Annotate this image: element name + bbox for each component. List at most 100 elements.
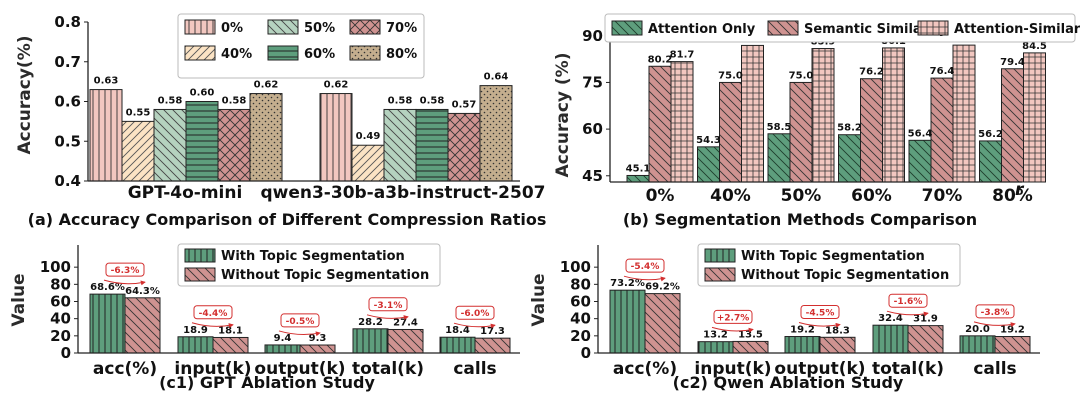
panel-c1-bars: acc(%) input(k) output(k) total(k) calls [89, 293, 511, 379]
panel-a-bars [89, 85, 513, 182]
a-bar-0-4 [217, 108, 251, 182]
b-bar-2-1 [789, 81, 813, 183]
b-xtick-1: 40% [710, 186, 751, 206]
panel-c1: acc(%) input(k) output(k) total(k) calls 68.… [9, 243, 520, 392]
c2-val-0-1: 69.2% [645, 282, 680, 293]
b-bar-5-2 [1023, 52, 1046, 183]
a-val-0-0: 0.63 [94, 76, 119, 87]
panel-c2-title: (c2) Qwen Ablation Study [673, 373, 904, 392]
c1-delta-2: -0.5% [286, 317, 315, 327]
c2-ytick-1: 20 [570, 327, 591, 345]
b-bar-2-0 [767, 133, 791, 183]
a-legend-label-2: 50% [304, 21, 335, 36]
panel-c1-value-labels: 68.6% 64.3% -6.3% 18.9 18.1 -4.4% 9.4 9.3 -0.5% 2… [90, 262, 505, 344]
c2-delta-box-3 [888, 293, 928, 308]
c2-legend-swatch-1 [704, 267, 736, 282]
c2-ytick-5: 100 [560, 258, 591, 276]
panel-b-bars: 0% 40% 50% 60% 70% 80% [626, 44, 1046, 206]
c1-val-3-1: 27.4 [393, 317, 418, 328]
b-ytick-3: 90 [582, 27, 603, 45]
c1-val-1-0: 18.9 [183, 325, 208, 336]
c1-xtick-0: acc(%) [93, 359, 157, 379]
c1-delta-arrow-2 [278, 330, 321, 337]
c1-bar-2-1 [299, 344, 336, 354]
a-bar-1-3 [415, 108, 449, 182]
b-bar-0-0 [626, 174, 650, 183]
c1-val-4-0: 18.4 [445, 325, 470, 336]
c1-xtick-2: output(k) [254, 359, 345, 379]
c1-delta-box-3 [368, 297, 408, 312]
panel-a-ylabel: Accuracy(%) [15, 36, 35, 155]
a-val-1-2: 0.58 [388, 95, 413, 106]
a-ytick-1: 0.5 [54, 132, 81, 150]
c2-delta-box-2 [800, 305, 840, 320]
b-val-3-0: 58.2 [837, 123, 862, 134]
c2-bar-1-1 [732, 340, 769, 354]
b-bar-2-2 [811, 48, 835, 183]
a-ytick-4: 0.8 [54, 13, 81, 31]
c2-delta-3: -1.6% [894, 297, 923, 307]
c1-bar-1-0 [177, 336, 214, 354]
b-legend-swatch-1 [767, 20, 799, 36]
c2-val-2-0: 19.2 [790, 325, 815, 336]
c1-delta-arrow-1 [191, 322, 234, 329]
b-xtick-4: 70% [922, 186, 963, 206]
c1-legend-swatch-0 [184, 248, 216, 263]
c2-val-4-1: 19.2 [1000, 325, 1025, 336]
c1-val-2-0: 9.4 [274, 333, 292, 344]
c2-delta-box-1 [713, 309, 753, 324]
c1-delta-box-2 [280, 313, 320, 328]
c1-delta-0: -6.3% [111, 266, 140, 276]
c1-bar-2-0 [264, 344, 301, 354]
a-legend-swatch-5 [349, 45, 381, 61]
a-ytick-2: 0.6 [54, 93, 81, 111]
c2-bar-3-0 [872, 324, 909, 354]
panel-a: 0.630.550.580.600.580.62 0.620.490.58 0.58… [15, 13, 546, 229]
c1-val-0-0: 68.6% [90, 282, 125, 293]
a-bar-0-2 [153, 108, 187, 182]
panel-c2-legend: With Topic Segmentation Without Topic Seg… [697, 243, 961, 287]
c2-delta-arrow-1 [711, 326, 754, 333]
c2-val-1-0: 13.2 [703, 330, 728, 341]
b-val-5-0: 56.2 [978, 129, 1003, 140]
b-val-0-0: 45.1 [626, 163, 651, 174]
a-legend-swatch-4 [349, 19, 381, 35]
panel-c2: acc(%) input(k) output(k) total(k) calls 73.… [529, 243, 1040, 392]
b-bar-5-0 [979, 140, 1002, 183]
b-val-0-2: 81.7 [670, 50, 695, 61]
b-ytick-0: 45 [582, 167, 603, 185]
b-val-4-0: 56.4 [908, 128, 933, 139]
a-val-1-0: 0.62 [324, 80, 349, 91]
c1-xtick-1: input(k) [174, 359, 251, 379]
panel-b-title: (b) Segmentation Methods Comparison [623, 210, 977, 229]
panel-b-legend: Attention Only Semantic Similarity Attenti… [604, 13, 1080, 43]
b-legend-swatch-0 [611, 20, 643, 36]
b-val-3-1: 76.2 [859, 67, 884, 78]
panel-a-xtick-1: qwen3-30b-a3b-instruct-2507 [260, 183, 545, 203]
a-val-0-4: 0.58 [222, 95, 247, 106]
a-bar-1-1 [351, 144, 385, 182]
c2-delta-arrow-4 [973, 321, 1016, 328]
c1-legend-box [177, 243, 441, 287]
a-ytick-0: 0.4 [54, 172, 81, 190]
c1-ytick-1: 20 [50, 327, 71, 345]
c1-delta-arrow-0 [103, 279, 146, 286]
c1-val-4-1: 17.3 [480, 326, 505, 337]
a-legend-swatch-3 [267, 45, 299, 61]
a-val-1-5: 0.64 [484, 72, 509, 83]
c2-delta-1: +2.7% [717, 313, 750, 323]
b-bar-3-0 [838, 134, 861, 183]
c1-delta-box-0 [105, 262, 145, 277]
c1-ytick-3: 60 [50, 293, 71, 311]
b-bar-1-0 [697, 146, 720, 183]
a-bar-0-5 [249, 93, 283, 182]
b-bar-4-0 [908, 139, 932, 183]
c2-bar-2-1 [819, 336, 856, 354]
panel-a-xtick-0: GPT-4o-mini [128, 183, 243, 203]
b-val-5-2: 84.5 [1022, 41, 1047, 52]
c1-bar-3-1 [387, 328, 424, 354]
c1-delta-4: -6.0% [461, 309, 490, 319]
panel-a-value-labels: 0.63 0.55 0.58 0.60 0.58 0.62 0.62 0.49 0.58 0.58… [94, 72, 509, 143]
